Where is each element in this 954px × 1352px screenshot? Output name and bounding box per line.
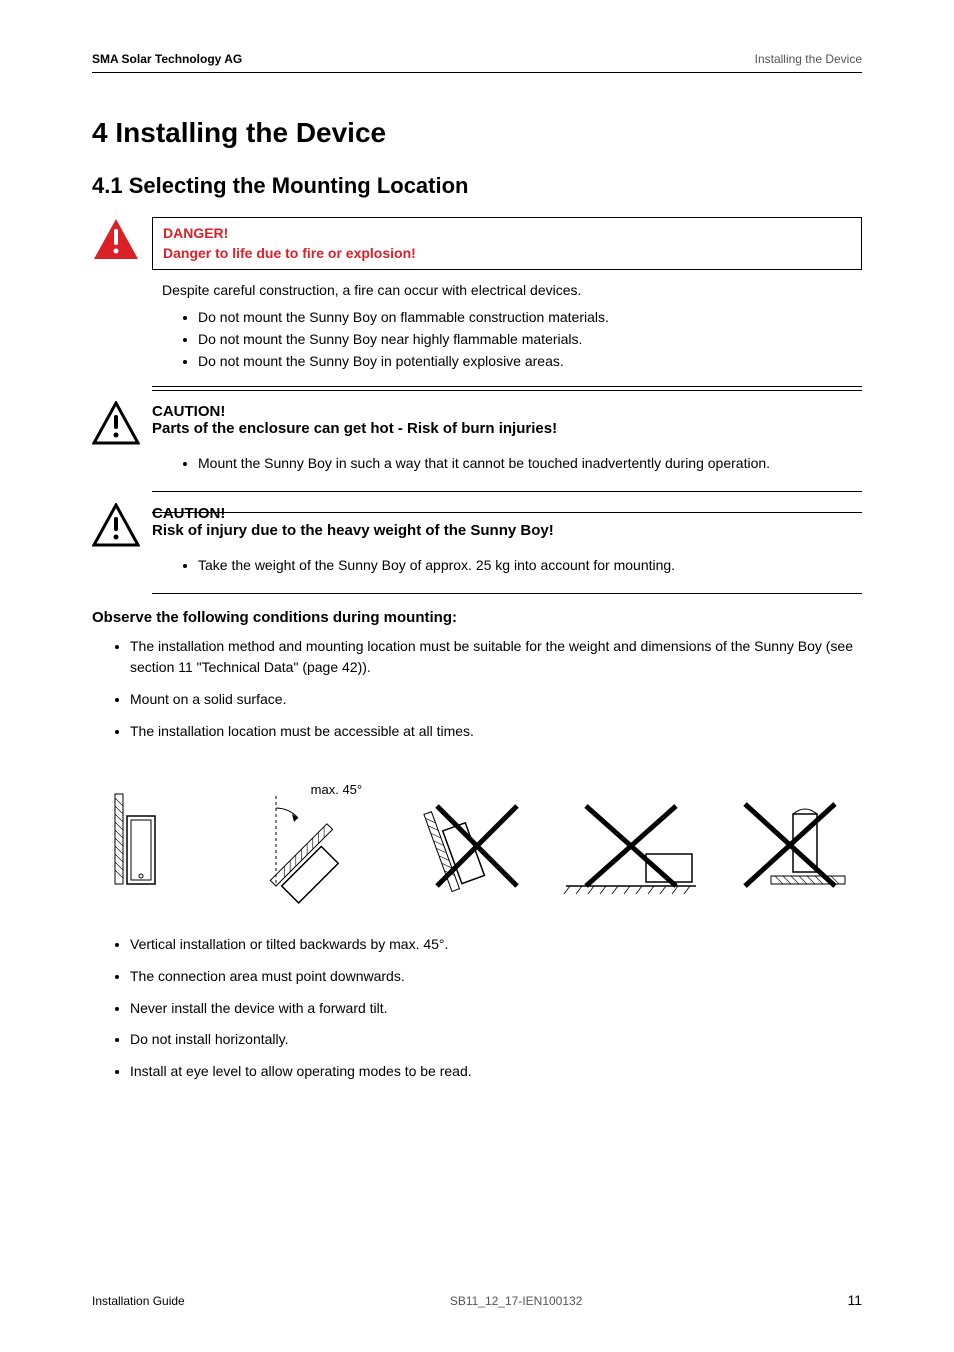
danger-icon (92, 217, 140, 261)
caution2-label: CAUTION! (152, 505, 862, 522)
caution1-bullet: Mount the Sunny Boy in such a way that i… (198, 453, 862, 475)
orientation-bullet: Do not install horizontally. (130, 1029, 862, 1051)
orientation-bullet: The connection area must point downwards… (130, 966, 862, 988)
diagram-ceiling-bad (708, 786, 862, 906)
danger-intro: Despite careful construction, a fire can… (152, 280, 862, 301)
danger-content: Despite careful construction, a fire can… (152, 270, 862, 391)
diagram-forward-tilt-bad (400, 786, 554, 906)
conditions-bullet: Mount on a solid surface. (130, 689, 862, 711)
header-section: Installing the Device (755, 52, 862, 66)
header-company: SMA Solar Technology AG (92, 52, 242, 66)
danger-bullet-list: Do not mount the Sunny Boy on flammable … (152, 307, 862, 372)
caution-icon (92, 503, 140, 547)
orientation-bullet: Never install the device with a forward … (130, 998, 862, 1020)
diagram-tilted-ok: max. 45° (246, 786, 400, 906)
caution1-bullet-list: Mount the Sunny Boy in such a way that i… (152, 453, 862, 475)
diagram-vertical-ok (92, 786, 246, 906)
section-text: Selecting the Mounting Location (129, 173, 469, 198)
caution1-label: CAUTION! (152, 403, 862, 420)
orientation-list: Vertical installation or tilted backward… (92, 934, 862, 1082)
orientation-diagrams: max. 45° (92, 766, 862, 906)
conditions-heading: Observe the following conditions during … (92, 609, 862, 626)
caution1-subtitle: Parts of the enclosure can get hot - Ris… (152, 420, 862, 437)
page-header: SMA Solar Technology AG Installing the D… (92, 52, 862, 73)
caution2-subtitle: Risk of injury due to the heavy weight o… (152, 522, 862, 539)
footer-doc-id: SB11_12_17-IEN100132 (450, 1294, 583, 1308)
chapter-number: 4 (92, 117, 108, 148)
section-number: 4.1 (92, 173, 123, 198)
caution1-content: Mount the Sunny Boy in such a way that i… (152, 445, 862, 492)
orientation-bullet: Vertical installation or tilted backward… (130, 934, 862, 956)
danger-label: DANGER! (163, 224, 851, 244)
conditions-list: The installation method and mounting loc… (92, 636, 862, 743)
caution-icon (92, 401, 140, 445)
footer-page-number: 11 (847, 1292, 862, 1308)
caution-callout-1: CAUTION! Parts of the enclosure can get … (92, 401, 862, 445)
diagram-horizontal-bad (554, 786, 708, 906)
danger-subtitle: Danger to life due to fire or explosion! (163, 244, 851, 264)
danger-bullet: Do not mount the Sunny Boy near highly f… (198, 329, 862, 351)
caution2-top-rule (152, 512, 862, 513)
chapter-title: 4 Installing the Device (92, 117, 862, 149)
danger-callout: DANGER! Danger to life due to fire or ex… (92, 217, 862, 270)
angle-label: max. 45° (311, 782, 362, 797)
page-footer: Installation Guide SB11_12_17-IEN100132 … (92, 1292, 862, 1308)
caution2-bullet-list: Take the weight of the Sunny Boy of appr… (152, 555, 862, 577)
caution1-top-rule (152, 386, 862, 387)
danger-header: DANGER! Danger to life due to fire or ex… (152, 217, 862, 270)
caution2-header: CAUTION! Risk of injury due to the heavy… (152, 503, 862, 541)
caution1-header: CAUTION! Parts of the enclosure can get … (152, 401, 862, 439)
section-title: 4.1 Selecting the Mounting Location (92, 173, 862, 199)
conditions-bullet: The installation location must be access… (130, 721, 862, 743)
danger-bullet: Do not mount the Sunny Boy in potentiall… (198, 351, 862, 373)
caution-callout-2: CAUTION! Risk of injury due to the heavy… (92, 503, 862, 547)
danger-bullet: Do not mount the Sunny Boy on flammable … (198, 307, 862, 329)
orientation-bullet: Install at eye level to allow operating … (130, 1061, 862, 1083)
caution2-content: Take the weight of the Sunny Boy of appr… (152, 547, 862, 594)
caution2-bullet: Take the weight of the Sunny Boy of appr… (198, 555, 862, 577)
chapter-text: Installing the Device (115, 117, 386, 148)
footer-doc-type: Installation Guide (92, 1294, 185, 1308)
conditions-bullet: The installation method and mounting loc… (130, 636, 862, 679)
